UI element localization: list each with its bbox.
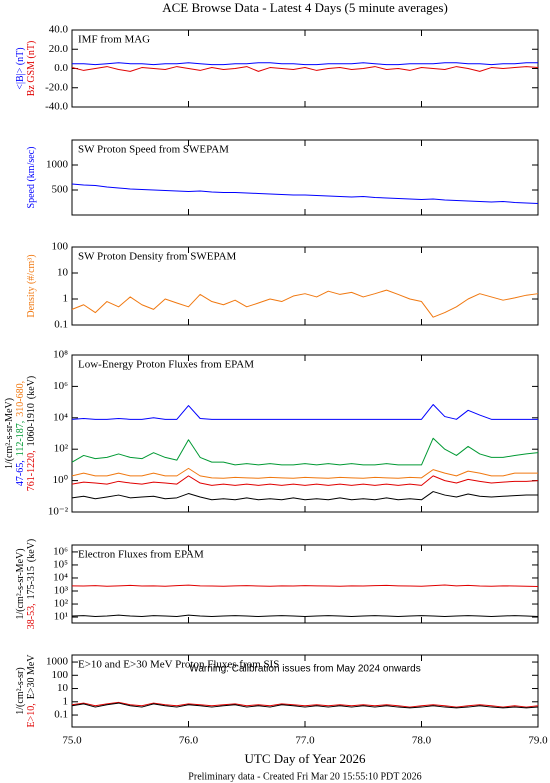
y-tick-label: 1000: [46, 159, 69, 171]
data-line: [71, 614, 539, 618]
y-axis-label-part: 175-315: [26, 566, 37, 599]
footer: Preliminary data - Created Fri Mar 20 15…: [188, 771, 421, 782]
y-axis-label-part: 1/(cm²-s-sr): [15, 667, 26, 714]
y-tick-label: 10⁶: [53, 380, 68, 392]
y-tick-label: 10²: [54, 443, 69, 455]
y-axis-label-part: 112-187,: [15, 421, 26, 456]
y-axis-label-part: Bz GSM (nT): [26, 41, 37, 97]
y-axis-label-part: 47-65,: [15, 460, 26, 486]
data-line: [71, 183, 539, 204]
annotation: Warning: Calibration issues from May 202…: [189, 664, 420, 675]
y-axis-label: 761-1220, 1060-1910 (keV): [26, 376, 37, 492]
y-tick-label: 10²: [54, 598, 69, 610]
data-line: [71, 702, 539, 709]
y-axis-label: 1/(cm²-s-sr): [15, 667, 26, 714]
x-tick-label: 76.0: [179, 735, 199, 747]
y-axis-label-part: (keV): [26, 376, 37, 399]
panel-frame: [71, 354, 539, 513]
y-tick-label: 10: [57, 267, 69, 279]
data-line: [71, 491, 538, 501]
y-axis-label: Speed (km/sec): [26, 147, 37, 209]
data-line: [71, 584, 539, 588]
y-tick-label: 100: [52, 241, 69, 253]
data-line: [71, 289, 539, 318]
y-axis-label-part: 1/(cm²-s-sr-MeV): [15, 548, 26, 619]
y-axis-label-part: <|B|> (nT): [15, 47, 26, 89]
y-tick-label: 10⁵: [53, 558, 68, 570]
y-tick-label: 10⁻²: [48, 506, 69, 518]
y-tick-label: 100: [52, 669, 69, 681]
y-axis-label: E>10, E>30 MeV: [26, 654, 37, 728]
y-tick-label: 1: [63, 293, 69, 305]
y-tick-label: 10⁴: [53, 411, 68, 423]
y-tick-label: 1: [63, 695, 69, 707]
panel-title: Electron Fluxes from EPAM: [78, 549, 204, 561]
y-tick-label: 1000: [46, 656, 69, 668]
y-tick-label: -20.0: [45, 81, 68, 93]
panel-title: SW Proton Speed from SWEPAM: [78, 144, 229, 156]
y-axis-label-part: 761-1220,: [26, 450, 37, 491]
y-axis-label-part: Density (#/cm³): [26, 254, 37, 317]
y-tick-label: 10³: [54, 585, 69, 597]
x-tick-label: 77.0: [295, 735, 315, 747]
y-axis-label: Bz GSM (nT): [26, 41, 37, 97]
y-axis-label-part: 1/(cm²-s-sr-MeV): [4, 398, 15, 469]
panel-title: SW Proton Density from SWEPAM: [78, 251, 237, 263]
panel-title: Low-Energy Proton Fluxes from EPAM: [78, 359, 254, 371]
x-tick-label: 78.0: [412, 735, 432, 747]
panel-title: E>10 and E>30 MeV Proton Fluxes from SIS: [78, 659, 279, 671]
data-line: [71, 467, 538, 479]
data-line: [72, 62, 538, 66]
y-tick-label: -40.0: [45, 101, 68, 113]
y-tick-label: 500: [52, 184, 69, 196]
y-axis-label: 1/(cm²-s-sr-MeV): [4, 398, 15, 469]
y-axis-label-part: (keV): [26, 539, 37, 562]
data-line: [71, 701, 539, 708]
y-axis-label: 47-65, 112-187, 310-680,: [15, 381, 26, 486]
chart-title: ACE Browse Data - Latest 4 Days (5 minut…: [162, 0, 448, 15]
data-line: [71, 66, 539, 72]
y-tick-label: 0.1: [54, 709, 68, 721]
y-tick-label: 0.1: [54, 319, 68, 331]
y-tick-label: 10⁶: [53, 545, 68, 557]
y-axis-label: <|B|> (nT): [15, 47, 26, 89]
y-tick-label: 10⁰: [53, 474, 69, 486]
data-line: [71, 475, 539, 486]
x-axis-label: UTC Day of Year 2026: [245, 751, 366, 766]
y-tick-label: 0.0: [54, 62, 68, 74]
y-axis-label: 38-53, 175-315 (keV): [26, 539, 37, 630]
y-tick-label: 10⁴: [53, 572, 68, 584]
y-axis-label-part: 1060-1910: [26, 403, 37, 446]
y-axis-label-part: E>30 MeV: [26, 654, 37, 700]
y-tick-label: 40.0: [49, 24, 69, 36]
y-axis-label: Density (#/cm³): [26, 254, 37, 317]
y-axis-label-part: 38-53,: [26, 603, 37, 629]
y-tick-label: 10⁸: [53, 349, 68, 361]
y-axis-label-part: 310-680,: [15, 381, 26, 417]
y-axis-label-part: Speed (km/sec): [26, 147, 37, 209]
x-tick-label: 79.0: [528, 735, 548, 747]
data-line: [71, 437, 539, 466]
y-tick-label: 20.0: [49, 43, 69, 55]
y-axis-label-part: E>10,: [26, 703, 37, 727]
data-line: [71, 404, 538, 420]
panel-title: IMF from MAG: [78, 34, 150, 46]
y-tick-label: 10: [57, 682, 69, 694]
y-tick-label: 10¹: [54, 611, 68, 623]
x-tick-label: 75.0: [62, 735, 82, 747]
y-axis-label: 1/(cm²-s-sr-MeV): [15, 548, 26, 619]
